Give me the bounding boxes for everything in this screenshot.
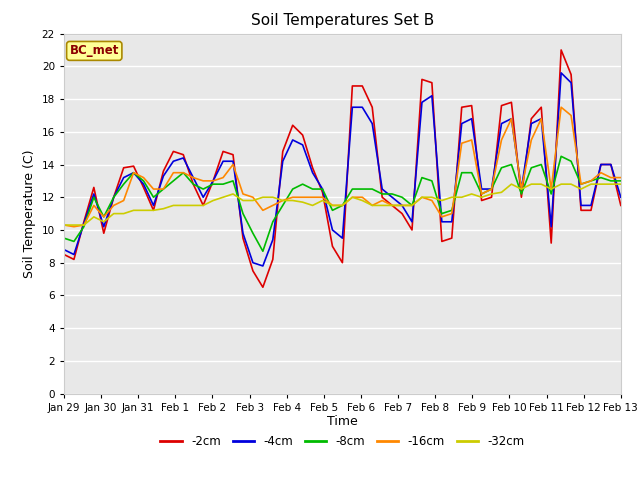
-2cm [60,252,68,257]
-16cm [90,203,98,208]
Legend: -2cm, -4cm, -8cm, -16cm, -32cm: -2cm, -4cm, -8cm, -16cm, -32cm [156,430,529,453]
-4cm [308,170,316,176]
-32cm [80,222,88,228]
-4cm [80,220,88,226]
X-axis label: Time: Time [327,415,358,429]
-16cm [557,104,565,110]
-4cm [557,70,565,76]
-16cm [220,175,227,180]
-16cm [60,222,68,228]
-2cm [209,178,217,184]
-4cm [90,191,98,197]
-32cm [209,198,217,204]
Title: Soil Temperatures Set B: Soil Temperatures Set B [251,13,434,28]
-2cm [308,165,316,171]
-16cm [448,211,456,216]
-4cm [448,219,456,225]
-8cm [209,181,217,187]
-2cm [90,184,98,190]
-32cm [617,181,625,187]
-4cm [259,263,267,269]
-8cm [448,207,456,213]
-4cm [209,178,217,184]
-16cm [100,214,108,220]
-8cm [308,186,316,192]
-4cm [458,120,465,126]
-8cm [259,248,267,254]
-8cm [60,235,68,241]
Text: BC_met: BC_met [70,44,119,58]
-2cm [80,219,88,225]
-32cm [438,198,445,204]
-2cm [458,104,465,110]
-32cm [60,222,68,228]
-16cm [458,140,465,146]
-2cm [448,235,456,241]
Line: -2cm: -2cm [64,50,621,287]
-4cm [60,247,68,252]
-32cm [508,181,515,187]
-8cm [458,170,465,176]
Line: -16cm: -16cm [64,107,621,227]
-16cm [617,175,625,180]
Line: -4cm: -4cm [64,73,621,266]
-8cm [90,194,98,200]
-4cm [617,194,625,200]
-8cm [617,178,625,184]
-16cm [308,194,316,200]
-8cm [80,224,88,229]
-2cm [259,284,267,290]
Y-axis label: Soil Temperature (C): Soil Temperature (C) [23,149,36,278]
-32cm [299,199,307,205]
-8cm [557,154,565,159]
Line: -32cm: -32cm [64,184,621,225]
-32cm [90,214,98,220]
-16cm [70,224,78,229]
-2cm [617,203,625,208]
Line: -8cm: -8cm [64,156,621,251]
-32cm [448,194,456,200]
-2cm [557,47,565,53]
